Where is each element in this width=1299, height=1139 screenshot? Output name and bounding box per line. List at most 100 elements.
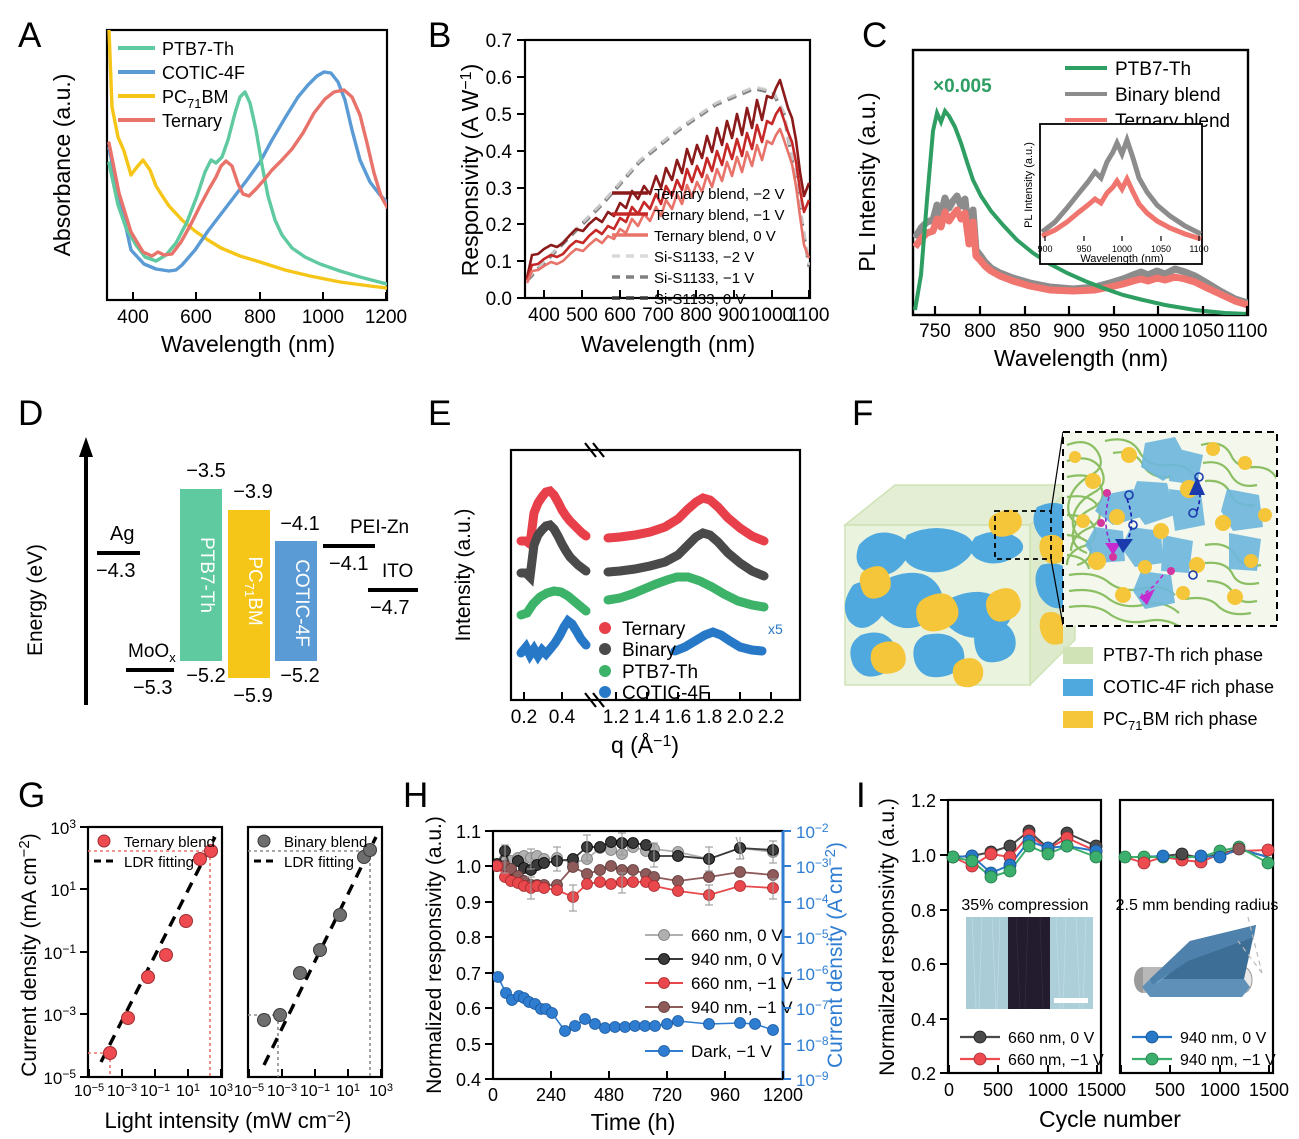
xtick-0.4: 0.4 [549,707,576,728]
legend-label-ptb7th: PTB7-Th [162,39,234,59]
panel-b: Ternary blend, −2 V Ternary blend, −1 V … [420,0,860,372]
panel-h: 660 nm, 0 V 940 nm, 0 V 660 nm, −1 V 940… [395,765,855,1139]
curve-ternary-blend [913,206,1248,309]
panel-a-xticks [132,292,387,300]
ytick-0.6: 0.6 [456,999,481,1019]
legend-marker-940-1v-right [1145,1052,1159,1066]
panel-a: PTB7-Th COTIC-4F PC71BM Ternary 400 600 … [0,0,430,372]
scale-bar [1054,998,1088,1003]
panel-b-xlabel: Wavelength (nm) [581,331,755,357]
xtick-left-1e3: 103 [209,1082,233,1100]
curve-binary-highq [603,528,769,581]
panel-e-annotation: x5 [768,621,783,637]
ytick-1.2: 1.2 [911,791,936,811]
panel-label-d: D [18,394,44,433]
panel-i: 35% compression [850,765,1299,1139]
legend-label-940-1v-right: 940 nm, −1 V [1180,1052,1276,1069]
xtick-1.6: 1.6 [665,707,691,728]
legend-label-si-1v: Si-S1133, −1 V [654,270,754,287]
right-inset-caption: 2.5 mm bending radius [1116,897,1279,914]
panel-f-legend: PTB7-Th rich phase COTIC-4F rich phase P… [1063,645,1274,733]
material-bar-pc71bm [228,510,270,678]
material-bar-cotic4f [275,541,317,661]
axis-break-bottom-icon [584,692,605,708]
electrode-value-peizn: −4.1 [329,553,368,575]
panel-g-ylabel: Current density (mA cm−2) [16,833,41,1077]
panel-label-h: H [403,776,429,815]
panel-h-xticks [492,1071,784,1079]
legend-marker-ternary [599,622,611,634]
material-lumo-pc71bm: −3.9 [233,481,272,503]
panel-a-xlabel: Wavelength (nm) [161,331,335,357]
error-bars [501,832,777,912]
panel-h-ylabel-right: Current density (A cm−2) [822,842,847,1068]
ytick-1e-1: 10−1 [43,942,76,963]
curve-si-1v [525,87,810,283]
legend-label-ternary-0v: Ternary blend, 0 V [654,228,776,245]
material-label-ptb7th: PTB7-Th [196,537,217,613]
xtick-1000: 1000 [302,307,344,328]
curve-si-2v [525,85,810,281]
ytick-right-1e-2: 10−2 [796,821,829,842]
material-label-pc71bm: PC71BM [242,556,265,625]
legend-label-660-1v-left: 660 nm, −1 V [1008,1052,1104,1069]
xtick-left-500: 500 [983,1080,1013,1100]
xtick-0: 0 [488,1085,498,1105]
ytick-0.9: 0.9 [456,893,481,913]
markers-right [1118,840,1275,870]
material-lumo-cotic4f: −4.1 [280,513,319,535]
xtick-1100: 1100 [1227,321,1268,342]
curve-ternary-2v [525,78,810,279]
electrode-value-ag: −4.3 [96,560,135,582]
panel-h-yticks-right [783,830,791,1080]
ldr-fit-line-binary [262,836,378,1066]
material-homo-ptb7th: −5.2 [186,665,225,687]
xtick-950: 950 [1098,321,1130,342]
legend-label-binary: Binary blend [284,834,367,851]
ytick-1e3: 103 [50,817,76,838]
material-homo-pc71bm: −5.9 [233,685,272,707]
ytick-0.4: 0.4 [486,142,513,163]
curve-cotic4f-highq [670,627,767,656]
panel-h-ylabel-left: Normalized responsivity (a.u.) [423,816,446,1094]
markers-dark-1v [493,971,779,1037]
xtick-right-0: 0 [1116,1080,1126,1100]
panel-a-frame [105,28,389,302]
panel-label-g: G [18,776,46,815]
panel-i-xlabel: Cycle number [1039,1106,1181,1132]
zoom-selection-box [994,510,1052,560]
legend-swatch-ptb7th-phase [1063,647,1093,664]
ytick-0.7: 0.7 [456,964,481,984]
panel-label-e: E [428,394,452,433]
panel-label-a: A [18,16,42,55]
panel-a-ylabel: Absorbance (a.u.) [49,74,75,257]
xtick-1050: 1050 [1182,321,1224,342]
legend-label-660-0v-left: 660 nm, 0 V [1008,1030,1095,1047]
legend-label-ptb7th: PTB7-Th [1115,59,1191,80]
legend-label-cotic4f: COTIC-4F [622,683,710,704]
panel-g-left-legend: Ternary blend LDR fitting [94,834,215,871]
electrode-label-peizn: PEI-Zn [350,517,409,538]
data-points-binary [257,843,377,1027]
morphology-zoom-inset [1062,431,1278,627]
panel-c: ×0.005 PTB7-Th Binary blend Ternary blen… [845,0,1299,372]
legend-label-ptb7th-phase: PTB7-Th rich phase [1103,645,1263,665]
electrode-label-ag: Ag [110,523,134,545]
xtick-800: 800 [680,305,712,326]
xtick-right-1e3: 103 [369,1082,393,1100]
xtick-right-1500: 1500 [1249,1080,1289,1100]
inset-xtick-1000: 1000 [1112,244,1132,254]
electrode-value-ito: −4.7 [370,597,409,619]
energy-axis-arrow [79,437,93,705]
legend-label-ldr-left: LDR fitting [124,854,194,871]
legend-label-940-0v: 940 nm, 0 V [691,950,783,969]
legend-marker-binary [257,834,271,848]
legend-marker-660-1v-left [973,1052,987,1066]
left-inset-caption: 35% compression [961,897,1088,914]
xtick-1.2: 1.2 [603,707,629,728]
legend-label-cotic4f: COTIC-4F [162,63,245,83]
panel-h-xlabel: Time (h) [591,1109,676,1135]
panel-g-right-legend: Binary blend LDR fitting [254,834,367,871]
morphology-cube [842,483,1077,688]
material-lumo-ptb7th: −3.5 [186,460,225,482]
